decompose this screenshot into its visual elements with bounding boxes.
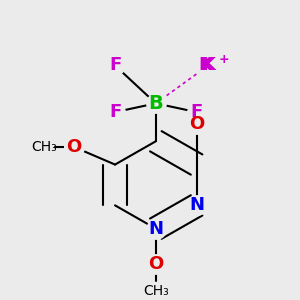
Text: N: N — [189, 196, 204, 214]
Text: F: F — [190, 103, 203, 121]
Text: N: N — [148, 220, 163, 238]
Text: CH₃: CH₃ — [31, 140, 56, 154]
Text: F: F — [109, 103, 121, 121]
Text: O: O — [189, 115, 204, 133]
Text: O: O — [67, 138, 82, 156]
Text: K: K — [198, 56, 212, 74]
Text: +: + — [219, 53, 230, 66]
Text: CH₃: CH₃ — [143, 284, 169, 298]
Text: F: F — [109, 56, 121, 74]
Text: K: K — [201, 56, 215, 74]
Text: O: O — [148, 255, 164, 273]
Text: O: O — [67, 138, 82, 156]
Text: B: B — [148, 94, 163, 113]
